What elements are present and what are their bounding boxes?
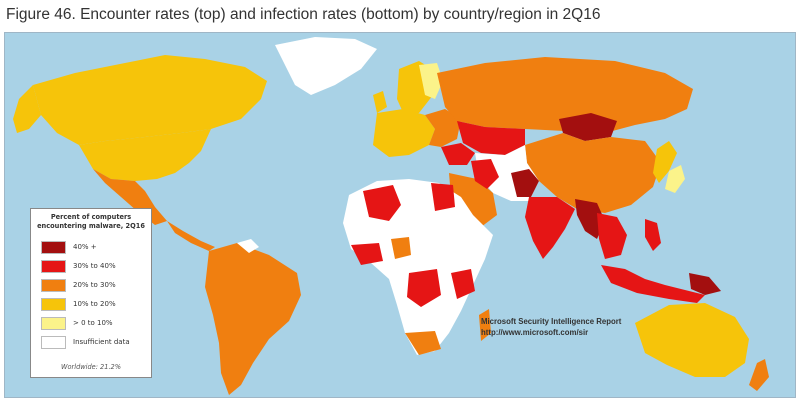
map-legend: Percent of computers encountering malwar…: [30, 208, 152, 378]
legend-swatch-10-20: [41, 298, 66, 311]
region-madagascar: [479, 309, 491, 341]
region-nigeria: [391, 237, 411, 259]
legend-label: 20% to 30%: [73, 281, 116, 289]
region-eastern-europe: [425, 109, 461, 147]
region-india: [525, 197, 575, 259]
region-southern-africa: [405, 331, 441, 355]
region-mongolia: [559, 113, 617, 141]
region-pakistan: [511, 169, 539, 197]
region-australia: [635, 303, 749, 377]
region-north-africa-red-west: [363, 185, 401, 221]
region-kazakhstan: [457, 121, 525, 155]
source-credit: Microsoft Security Intelligence Report h…: [481, 316, 621, 338]
region-russia: [437, 57, 693, 133]
region-africa: [343, 179, 493, 355]
region-canada: [33, 55, 267, 145]
legend-label: 30% to 40%: [73, 262, 116, 270]
region-papua: [689, 273, 721, 295]
region-finland: [419, 63, 443, 99]
region-japan-outline: [665, 165, 685, 193]
credit-url: http://www.microsoft.com/sir: [481, 328, 589, 337]
region-central-africa: [407, 269, 441, 307]
region-guianas: [237, 239, 259, 253]
legend-title: Percent of computers encountering malwar…: [37, 213, 145, 230]
region-iran: [471, 159, 499, 189]
region-west-africa-red: [351, 243, 383, 265]
legend-label: 10% to 20%: [73, 300, 116, 308]
legend-swatch-insufficient: [41, 336, 66, 349]
figure-caption: Figure 46. Encounter rates (top) and inf…: [6, 6, 601, 23]
region-indonesia: [601, 265, 705, 303]
region-western-europe: [373, 109, 435, 157]
legend-swatch-0-10: [41, 317, 66, 330]
legend-worldwide-note: Worldwide: 21.2%: [60, 363, 121, 371]
region-uk: [373, 91, 387, 113]
legend-swatch-20-30: [41, 279, 66, 292]
region-china: [525, 133, 661, 213]
region-turkey: [441, 143, 475, 165]
region-south-america: [205, 243, 301, 395]
legend-label: Insufficient data: [73, 338, 130, 346]
region-philippines: [645, 219, 661, 251]
region-bangladesh-myanmar: [575, 199, 605, 239]
legend-swatch-30-40: [41, 260, 66, 273]
region-greenland: [275, 37, 377, 95]
region-egypt: [431, 183, 455, 211]
legend-label: > 0 to 10%: [73, 319, 113, 327]
legend-label: 40% +: [73, 243, 97, 251]
credit-report-name: Microsoft Security Intelligence Report: [481, 317, 622, 326]
region-korea-japan: [653, 141, 677, 183]
region-alaska: [13, 85, 41, 133]
region-new-zealand: [749, 359, 769, 391]
region-usa: [79, 129, 211, 181]
region-southeast-asia: [597, 213, 627, 259]
region-central-america: [167, 221, 215, 251]
legend-swatch-40-plus: [41, 241, 66, 254]
region-east-africa: [451, 269, 475, 299]
